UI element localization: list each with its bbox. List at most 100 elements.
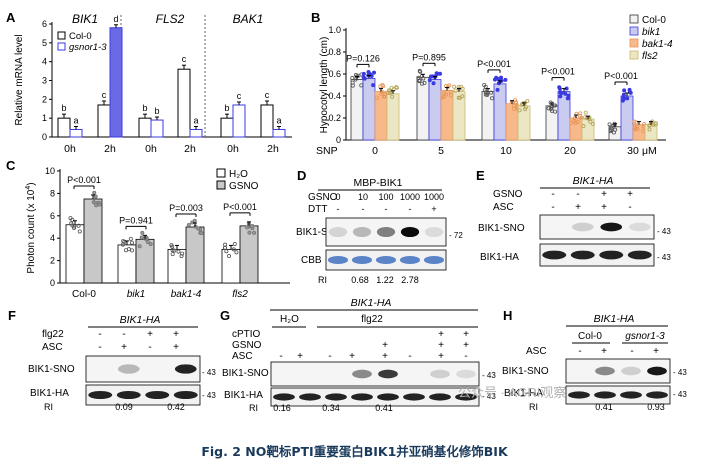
data-point — [394, 85, 399, 90]
bar-bik1 — [428, 79, 442, 141]
bar-h2o — [65, 224, 85, 284]
data-point — [137, 244, 142, 249]
data-point — [224, 249, 229, 254]
ri-label: RI — [249, 403, 258, 413]
figure-caption: Fig. 2 NO靶标PTI重要蛋白BIK1并亚硝基化修饰BIK — [201, 444, 508, 459]
legend-label: Col-0 — [642, 15, 666, 26]
bar-gsno — [83, 198, 103, 284]
data-point — [92, 190, 97, 195]
asc-value: + — [382, 351, 388, 362]
blot-ha-band — [620, 391, 642, 399]
data-point — [625, 96, 630, 101]
y-tick-label: 0.6 — [328, 69, 341, 79]
data-point — [428, 74, 433, 79]
blot-sno-frame — [565, 358, 671, 384]
asc-value: - — [148, 342, 151, 353]
row-label-ha: BIK1-HA — [30, 388, 69, 399]
blot-cbb-band — [375, 256, 397, 264]
legend-swatch-gsnor — [57, 42, 66, 51]
mw-marker: - 43 — [673, 368, 687, 377]
data-point — [350, 76, 355, 81]
x-axis-unit: μM — [642, 145, 657, 157]
data-point — [579, 115, 584, 120]
row-label-gsno: GSNO — [308, 192, 338, 203]
x-tick-label: bak1-4 — [171, 289, 202, 300]
data-point — [590, 121, 595, 126]
y-tick-label: 0.2 — [328, 113, 341, 123]
data-point — [122, 239, 127, 244]
blot-sno-band — [378, 369, 398, 379]
data-point — [519, 102, 524, 107]
x-tick-label: 20 — [564, 145, 576, 157]
data-point — [381, 84, 386, 89]
blot-ha-band — [455, 393, 477, 401]
row-label-sno: BIK1-SNO — [28, 364, 75, 375]
data-point — [495, 87, 500, 92]
blot-header: BIK1-HA — [573, 175, 614, 187]
asc-value: + — [653, 346, 659, 357]
sig-letter: d — [113, 14, 118, 24]
sig-letter: a — [276, 115, 281, 125]
data-point — [128, 236, 133, 241]
bar-fls2 — [386, 93, 400, 141]
data-point — [621, 97, 626, 102]
asc-value: + — [601, 346, 607, 357]
data-point — [523, 107, 528, 112]
gsno-value: - — [551, 189, 554, 200]
data-point — [361, 71, 366, 76]
flg22-value: + — [147, 329, 153, 340]
bar-fls2 — [517, 105, 531, 141]
bar-bik1 — [362, 78, 376, 141]
bar-gsnor — [69, 128, 83, 138]
data-point — [583, 110, 588, 115]
bar-col0 — [177, 68, 191, 138]
group-label-h2o: H₂O — [280, 314, 299, 325]
legend-swatch-col0 — [57, 31, 66, 40]
asc-value: - — [408, 351, 411, 362]
row-label-cptio: cPTIO — [232, 329, 261, 340]
legend-label: Col-0 — [69, 31, 92, 42]
blot-sno-band — [456, 369, 476, 379]
bar-gsnor — [272, 128, 286, 138]
data-point — [549, 108, 554, 113]
blot-ha-band — [429, 393, 451, 401]
dtt-value: - — [337, 204, 340, 214]
data-point — [172, 248, 177, 253]
data-point — [129, 248, 134, 253]
data-point — [417, 78, 422, 83]
data-point — [381, 94, 386, 99]
bar-col0 — [138, 117, 152, 138]
data-point — [442, 91, 447, 96]
gsno-value: + — [601, 189, 607, 200]
row-label-gsno: GSNO — [232, 340, 262, 351]
blot-ha-band — [568, 391, 590, 399]
row-label-asc: ASC — [526, 346, 547, 357]
panel-letter-a: A — [6, 10, 16, 25]
data-point — [199, 231, 204, 236]
asc-value: - — [628, 202, 631, 213]
data-point — [483, 90, 488, 95]
data-point — [578, 111, 583, 116]
sig-letter: b — [61, 103, 66, 113]
bar-gsnor — [150, 119, 164, 138]
data-point — [513, 98, 518, 103]
y-tick-label: 0.4 — [328, 91, 341, 101]
row-label-cbb: CBB — [301, 255, 322, 266]
blot-header: BIK1-HA — [594, 313, 635, 325]
asc-value: - — [279, 351, 282, 362]
panel-letter-g: G — [220, 308, 230, 323]
sig-letter: c — [182, 54, 187, 64]
gene-label: FLS2 — [156, 12, 185, 26]
data-point — [374, 95, 379, 100]
row-label-sno: BIK1-SNO — [478, 223, 525, 234]
data-point — [622, 88, 627, 93]
data-point — [438, 71, 443, 76]
blot-ha-band — [627, 250, 652, 260]
x-tick-label: 10 — [500, 145, 512, 157]
data-point — [494, 75, 499, 80]
data-point — [628, 90, 633, 95]
blot-header: BIK1-HA — [351, 297, 392, 309]
data-point — [483, 84, 488, 89]
x-tick-label: 5 — [438, 145, 444, 157]
